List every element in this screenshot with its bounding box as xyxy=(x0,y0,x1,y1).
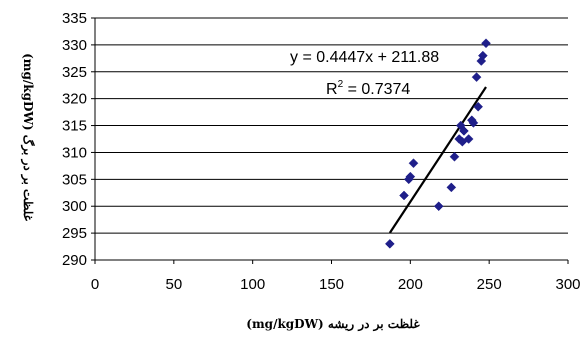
data-point xyxy=(468,118,479,128)
gridlines xyxy=(95,17,568,234)
x-tick-label: 300 xyxy=(555,276,580,293)
data-point xyxy=(463,134,474,144)
y-axis-title: غلظت بر در برگ (mg/kgDW) xyxy=(20,53,36,222)
x-tick-label: 0 xyxy=(91,276,99,293)
y-tick-label: 310 xyxy=(62,144,87,161)
x-tick-label: 250 xyxy=(477,276,502,293)
x-tick-label: 100 xyxy=(240,276,265,293)
x-tick-labels: 0 50 100 150 200 250 300 xyxy=(91,276,581,293)
data-point xyxy=(481,38,491,49)
y-tick-label: 335 xyxy=(62,10,87,27)
data-point xyxy=(399,190,409,201)
trendline-group xyxy=(388,86,487,234)
data-point xyxy=(471,72,482,83)
data-point xyxy=(384,239,395,249)
x-axis-title: غلظت بر در ریشه (mg/kgDW) xyxy=(246,317,420,332)
r-squared-label: R2 = 0.7374 xyxy=(326,79,410,98)
data-point xyxy=(473,101,483,112)
axes xyxy=(91,17,569,264)
y-tick-labels: 290 295 300 305 310 315 320 325 330 335 xyxy=(62,10,87,269)
x-tick-label: 150 xyxy=(319,276,344,293)
x-tick-label: 50 xyxy=(165,276,182,293)
data-points xyxy=(384,38,491,249)
y-tick-label: 320 xyxy=(62,91,87,108)
y-tick-label: 300 xyxy=(62,198,87,215)
data-point xyxy=(433,201,444,212)
y-tick-label: 325 xyxy=(62,64,87,81)
data-point xyxy=(405,171,416,182)
y-tick-label: 290 xyxy=(62,252,87,269)
trendline-equation: y = 0.4447x + 211.88 xyxy=(290,49,439,66)
y-tick-label: 315 xyxy=(62,118,87,135)
data-point xyxy=(478,50,488,61)
trendline xyxy=(388,86,487,234)
data-point xyxy=(446,182,457,193)
data-point xyxy=(449,151,460,162)
data-point xyxy=(459,126,469,136)
x-tick-label: 200 xyxy=(398,276,423,293)
y-tick-label: 330 xyxy=(62,37,87,54)
data-point xyxy=(408,158,419,169)
y-tick-label: 305 xyxy=(62,171,87,188)
y-tick-label: 295 xyxy=(62,225,87,242)
